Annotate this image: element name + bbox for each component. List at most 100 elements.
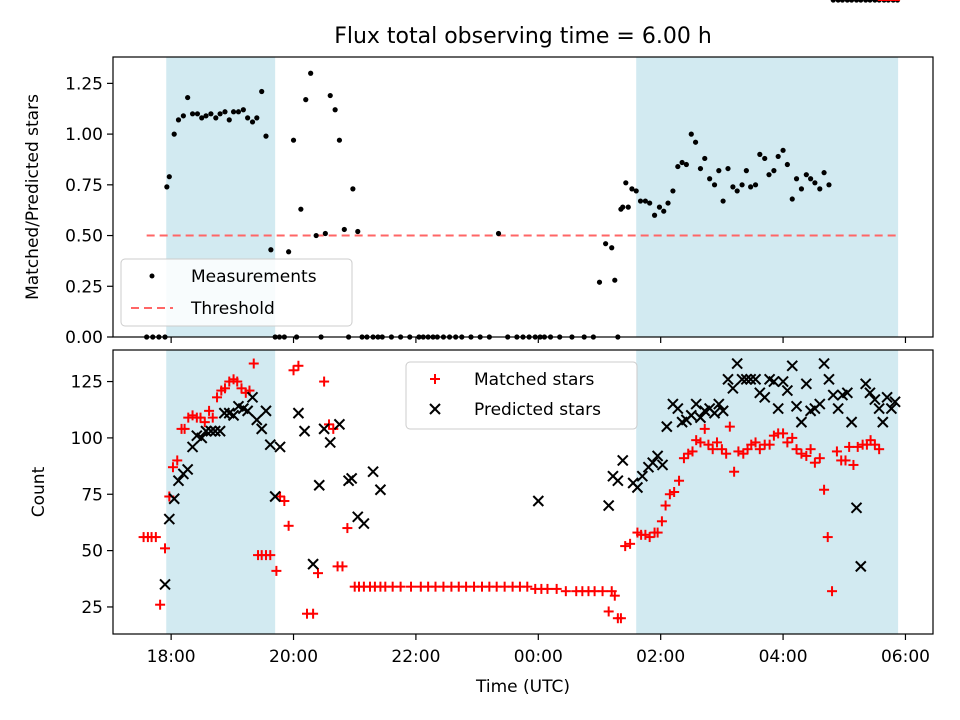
legend-cross (429, 403, 441, 415)
measurement-point (679, 159, 685, 166)
matched-point (852, 441, 863, 452)
measurement-point (830, 0, 836, 3)
cross-stroke (223, 407, 235, 419)
matched-point (754, 444, 765, 455)
predicted-point (772, 402, 784, 415)
x-tick-label: 02:00 (636, 647, 685, 667)
predicted-point (269, 490, 281, 503)
matched-point (695, 437, 706, 448)
measurement-point (623, 180, 629, 186)
cross-stroke (631, 481, 644, 494)
measurement-point (226, 117, 232, 123)
predicted-point (651, 450, 664, 462)
predicted-point (333, 418, 346, 431)
measurement-point (194, 111, 201, 117)
matched-point (319, 376, 330, 387)
predicted-point (841, 387, 854, 399)
predicted-point (186, 441, 199, 453)
predicted-point (241, 405, 254, 417)
measurement-point (355, 228, 361, 235)
measurement-point (230, 109, 237, 115)
measurement-point (327, 92, 333, 99)
predicted-point (818, 357, 830, 370)
cross-stroke (855, 560, 867, 573)
measurement-point (835, 0, 841, 3)
predicted-point (832, 402, 844, 415)
measurement-point (661, 208, 667, 214)
matched-point (609, 590, 620, 601)
matched-point (687, 446, 698, 457)
matched-point (167, 462, 178, 473)
measurement-point (798, 186, 805, 192)
measurement-point (203, 113, 209, 119)
predicted-point (168, 493, 180, 505)
measurement-point (771, 168, 777, 174)
measurement-point (707, 176, 713, 182)
cross-stroke (186, 441, 199, 453)
observing-spans-bottom (166, 350, 899, 634)
predicted-point (255, 423, 268, 435)
matched-point (406, 581, 417, 592)
measurement-point (235, 109, 242, 115)
matched-point (721, 448, 732, 459)
measurement-point (164, 184, 170, 190)
matched-point (831, 446, 842, 457)
cross-stroke (694, 411, 707, 424)
cross-stroke (255, 423, 268, 435)
count-legend-box (405, 361, 638, 430)
cross-stroke (181, 463, 194, 476)
measurement-point (803, 172, 809, 178)
cross-stroke (333, 418, 346, 431)
matched-point (729, 466, 740, 477)
measurement-point (808, 176, 814, 182)
predicted-point (722, 373, 734, 386)
cross-stroke (159, 578, 171, 591)
predicted-point (889, 396, 901, 408)
predicted-point (631, 481, 644, 494)
predicted-point (777, 375, 789, 388)
predicted-point (227, 409, 240, 422)
matched-point (801, 450, 812, 461)
cross-stroke (800, 378, 813, 390)
cross-stroke (889, 396, 901, 408)
matched-point (699, 423, 710, 434)
matched-point (787, 432, 798, 443)
predicted-point (200, 425, 212, 437)
cross-stroke (602, 499, 615, 512)
measurement-point (849, 0, 855, 3)
matched-point (603, 606, 614, 617)
cross-stroke (246, 391, 259, 404)
x-tick-label: 06:00 (881, 647, 930, 667)
predicted-point (358, 517, 370, 530)
predicted-point (159, 578, 171, 591)
measurement-point (766, 172, 772, 178)
predicted-point (374, 484, 387, 496)
measurement-point (612, 277, 618, 283)
cross-stroke (532, 495, 545, 507)
predicted-point (827, 389, 839, 401)
predicted-point (532, 495, 545, 507)
matched-point (660, 500, 671, 511)
measurement-point (609, 245, 615, 251)
predicted-point (864, 387, 876, 399)
matched-point (212, 392, 223, 403)
matched-point (840, 455, 851, 466)
predicted-point (744, 373, 757, 386)
measurement-point (872, 0, 878, 3)
cross-stroke (651, 450, 664, 462)
measurement-point (171, 131, 177, 137)
predicted-point (264, 438, 276, 451)
cross-stroke (345, 472, 358, 485)
matched-point (279, 496, 290, 507)
predicted-point (855, 560, 867, 573)
cross-stroke (731, 357, 743, 370)
x-axis-label: Time (UTC) (475, 677, 570, 697)
cross-stroke (744, 373, 757, 386)
cross-stroke (313, 479, 325, 491)
cross-stroke (763, 373, 776, 386)
measurement-point (629, 186, 635, 192)
ratio-panel-frame (112, 56, 934, 338)
cross-stroke (827, 389, 839, 401)
y-tick-label: 0.00 (65, 328, 103, 348)
cross-stroke (864, 387, 876, 399)
